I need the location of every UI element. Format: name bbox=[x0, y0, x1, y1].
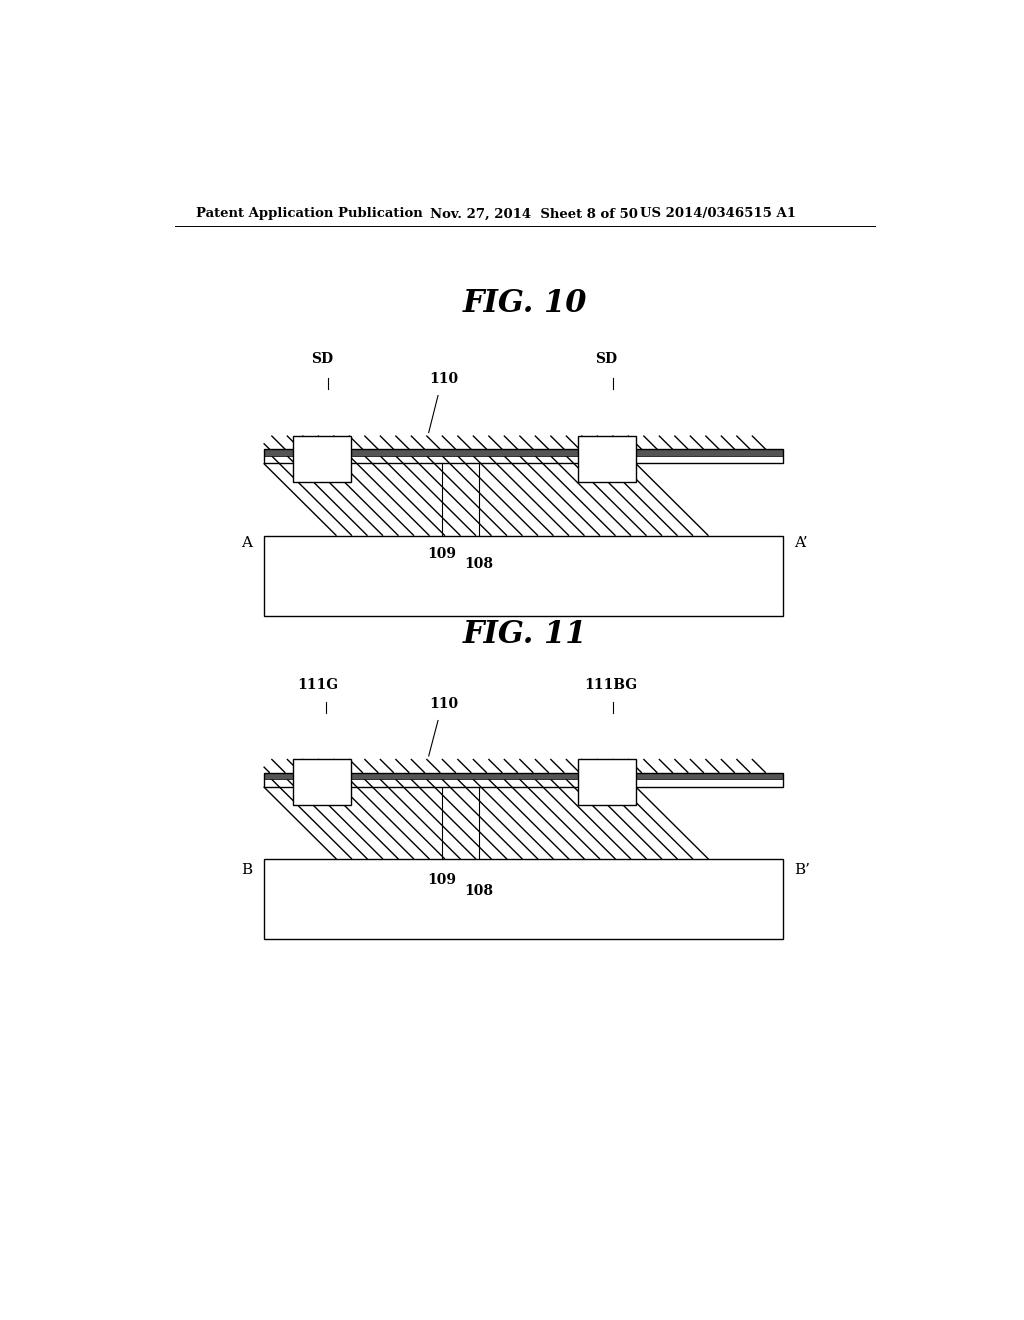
Text: SD: SD bbox=[596, 352, 617, 367]
Bar bbox=[293, 436, 351, 482]
Text: FIG. 11: FIG. 11 bbox=[463, 619, 587, 649]
Bar bbox=[263, 449, 783, 463]
Text: 109: 109 bbox=[427, 548, 457, 561]
Bar bbox=[263, 536, 783, 615]
Text: B: B bbox=[241, 863, 252, 876]
Text: Nov. 27, 2014  Sheet 8 of 50: Nov. 27, 2014 Sheet 8 of 50 bbox=[430, 207, 638, 220]
Text: 108: 108 bbox=[465, 884, 494, 898]
Text: 110: 110 bbox=[429, 371, 458, 385]
Text: A: A bbox=[241, 536, 252, 550]
Text: B’: B’ bbox=[795, 863, 811, 876]
Bar bbox=[578, 759, 636, 805]
Bar bbox=[263, 774, 783, 787]
Bar bbox=[578, 436, 636, 482]
Text: 108: 108 bbox=[465, 557, 494, 572]
Bar bbox=[263, 449, 783, 463]
Bar bbox=[578, 436, 636, 482]
Bar bbox=[263, 450, 783, 455]
Text: 109: 109 bbox=[427, 873, 457, 887]
Text: SD: SD bbox=[311, 352, 333, 367]
Text: 110: 110 bbox=[429, 697, 458, 711]
Text: US 2014/0346515 A1: US 2014/0346515 A1 bbox=[640, 207, 796, 220]
Bar bbox=[263, 859, 783, 940]
Bar bbox=[293, 759, 351, 805]
Bar bbox=[263, 774, 783, 787]
Text: FIG. 10: FIG. 10 bbox=[463, 288, 587, 318]
Bar bbox=[578, 759, 636, 805]
Bar bbox=[263, 774, 783, 779]
Text: 111BG: 111BG bbox=[584, 678, 637, 692]
Text: Patent Application Publication: Patent Application Publication bbox=[197, 207, 423, 220]
Text: 111G: 111G bbox=[298, 678, 339, 692]
Bar bbox=[293, 759, 351, 805]
Text: A’: A’ bbox=[795, 536, 808, 550]
Bar bbox=[263, 536, 783, 615]
Bar bbox=[293, 436, 351, 482]
Bar bbox=[263, 859, 783, 940]
